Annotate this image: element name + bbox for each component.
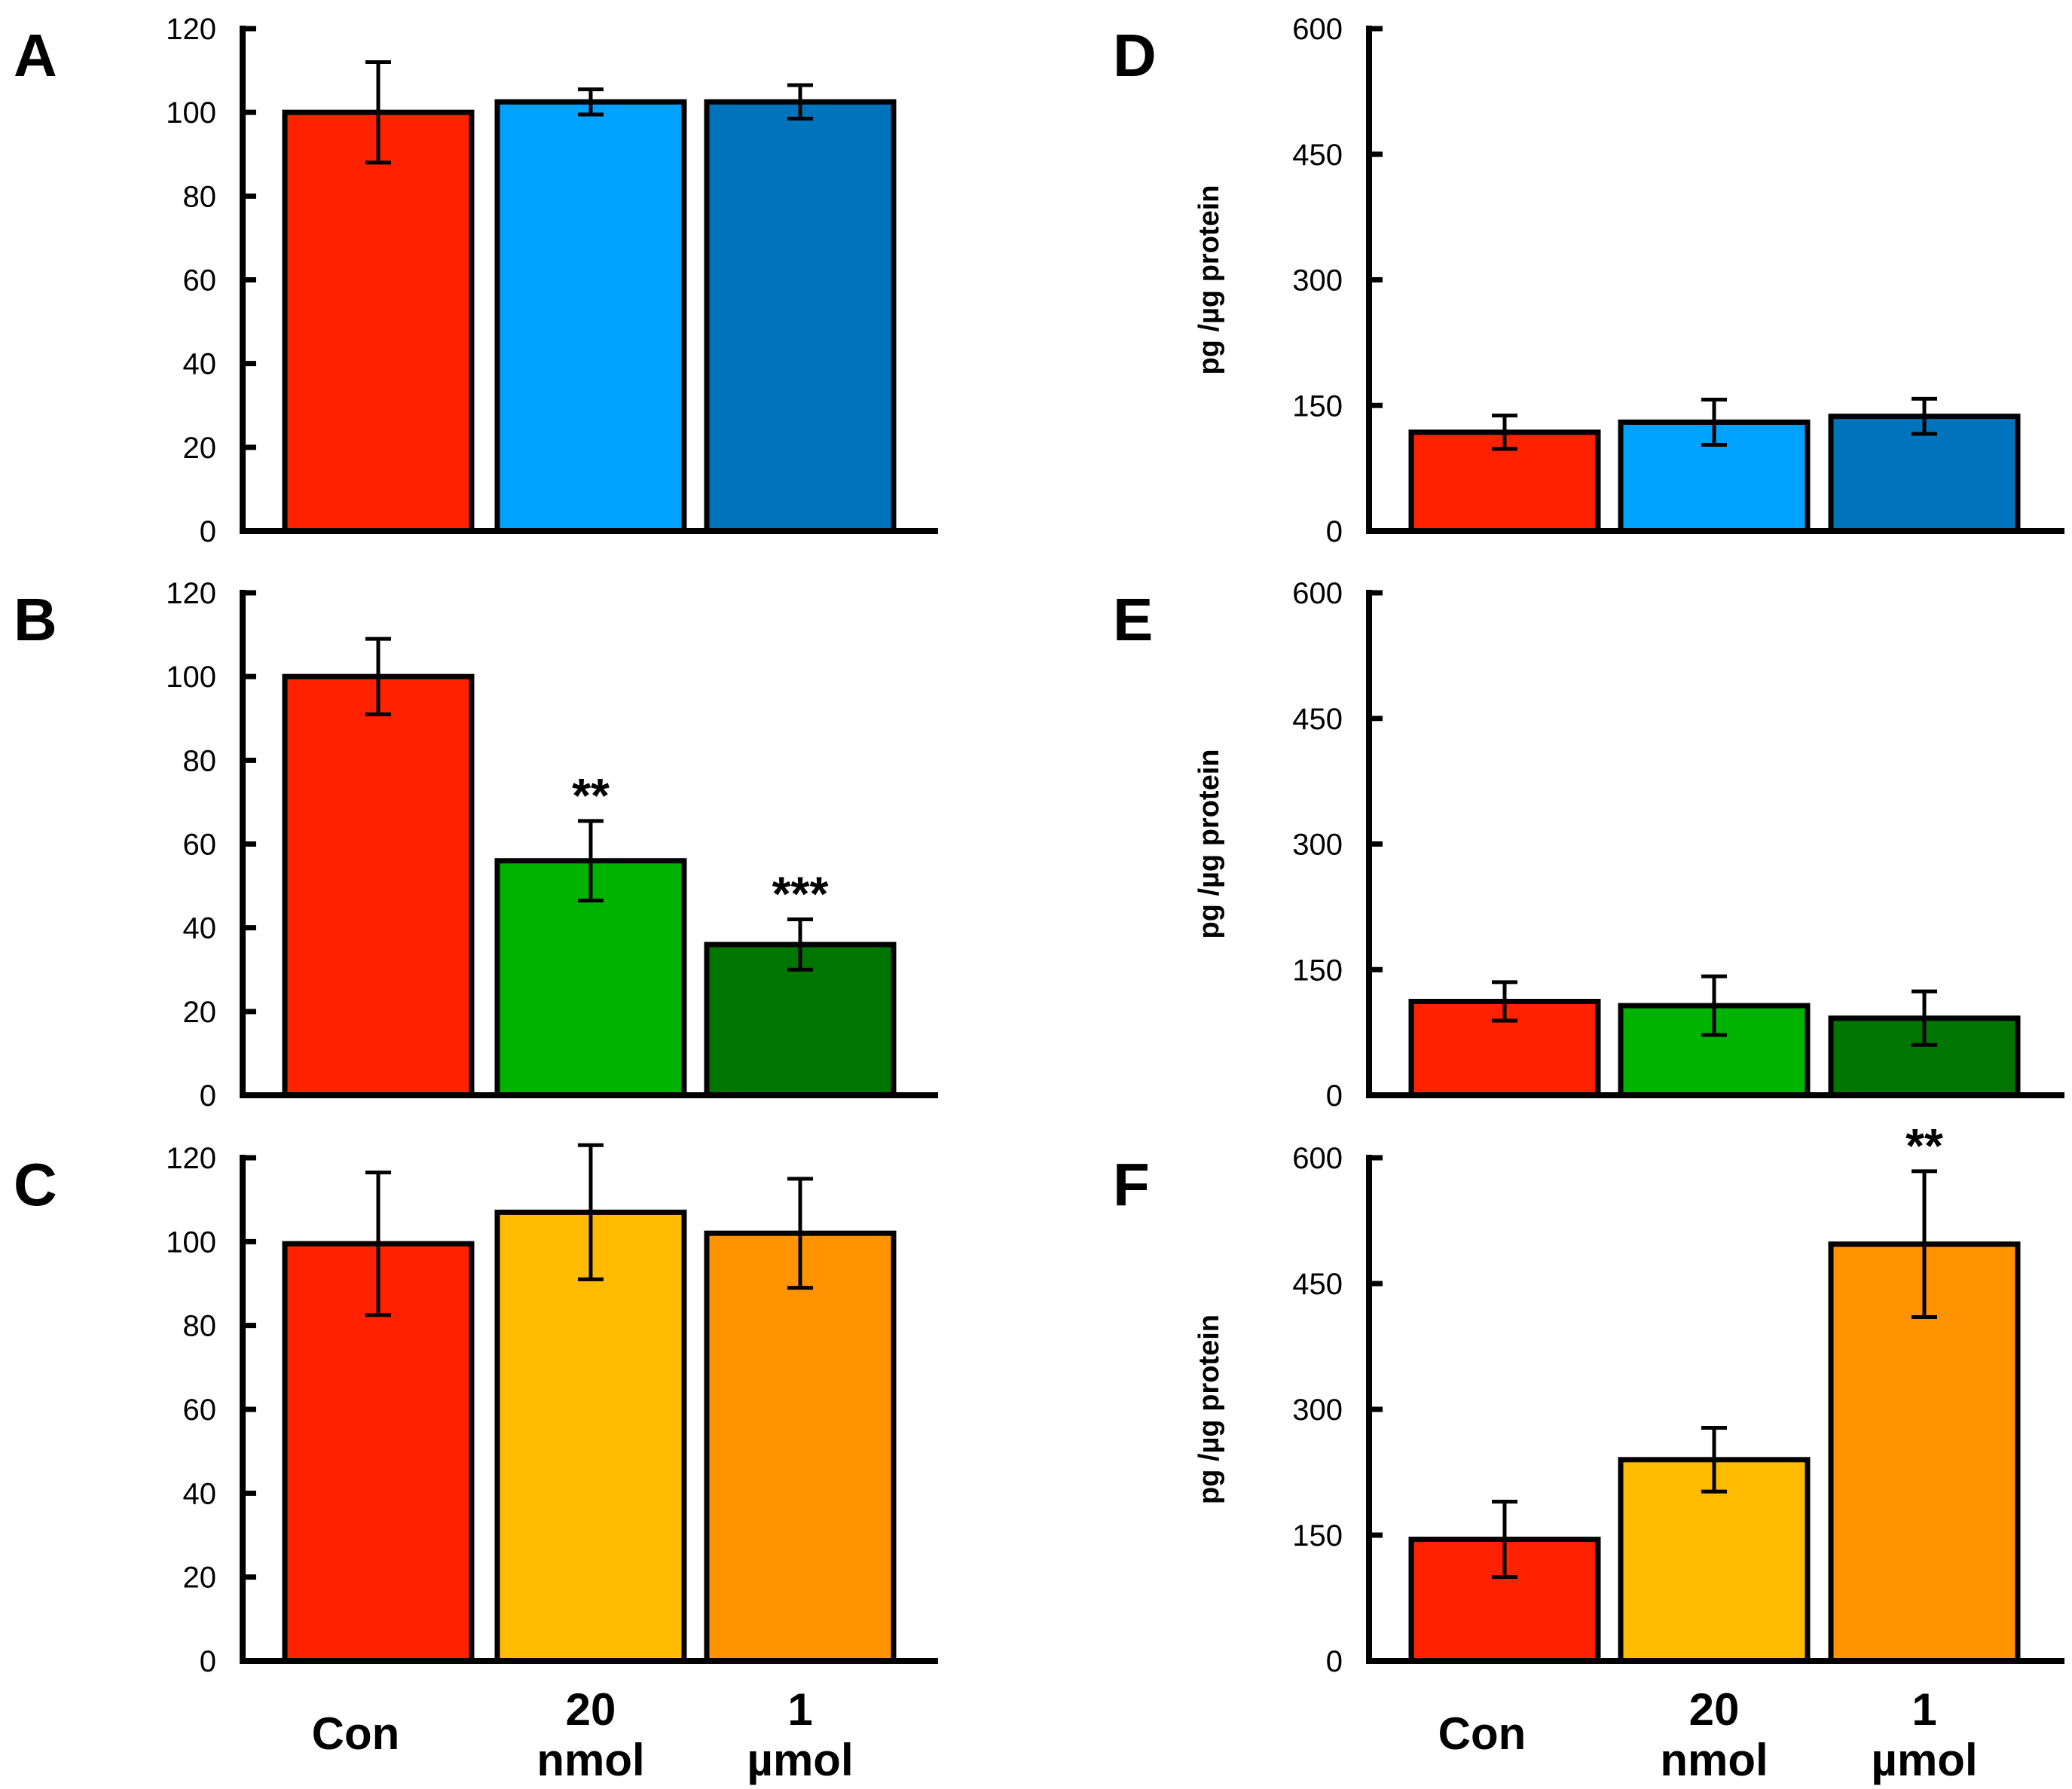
panel-f-letter: F bbox=[1113, 1151, 1150, 1218]
panel-a-ytick-label: 0 bbox=[200, 515, 216, 548]
panel-d-ytick-label: 300 bbox=[1292, 264, 1343, 298]
panel-a-ytick-label: 40 bbox=[183, 348, 217, 381]
panel-c-ytick-label: 100 bbox=[166, 1226, 216, 1259]
panel-a-ytick-label: 60 bbox=[183, 264, 217, 298]
x-label-right-1-line2: Con bbox=[1438, 1708, 1526, 1759]
panel-d-ytick-label: 600 bbox=[1292, 13, 1343, 46]
panel-f-ytick-label: 300 bbox=[1292, 1394, 1343, 1427]
panel-b-ytick-label: 0 bbox=[200, 1079, 216, 1113]
panel-e-ytick-label: 450 bbox=[1292, 703, 1343, 736]
panel-f-ytick-label: 0 bbox=[1326, 1645, 1343, 1678]
panel-b-ytick-label: 60 bbox=[183, 829, 217, 862]
panel-c-bar-3 bbox=[704, 1230, 897, 1664]
panel-e-ytick-label: 150 bbox=[1292, 954, 1343, 987]
panel-d: D 0 150 300 450 600 pg /µg protein bbox=[1113, 13, 2064, 548]
x-label-right-3-line1: 1 bbox=[1912, 1684, 1936, 1735]
panel-b-significance-2: ** bbox=[572, 768, 610, 823]
x-label-left-2-line2: nmol bbox=[536, 1735, 644, 1785]
panel-c-ytick-label: 80 bbox=[183, 1310, 217, 1343]
panel-a: A 0 20 40 60 80 100 120 bbox=[14, 13, 938, 548]
x-label-left-1-line2: Con bbox=[312, 1708, 400, 1759]
panel-c-ytick-label: 20 bbox=[183, 1562, 217, 1595]
panel-b-ytick-label: 100 bbox=[166, 661, 216, 694]
x-label-left-3-line1: 1 bbox=[787, 1684, 812, 1735]
x-label-right-2-line1: 20 bbox=[1689, 1684, 1740, 1735]
panel-c-bar-2 bbox=[494, 1209, 687, 1664]
panel-f-significance-3: ** bbox=[1905, 1119, 1943, 1173]
panel-a-ytick-label: 80 bbox=[183, 180, 217, 213]
panel-c-ytick-label: 60 bbox=[183, 1394, 217, 1427]
panel-c-ytick-label: 40 bbox=[183, 1477, 217, 1510]
panel-c-letter: C bbox=[14, 1151, 57, 1218]
panel-a-ytick-label: 20 bbox=[183, 432, 217, 465]
panel-f-ylabel: pg /µg protein bbox=[1193, 1314, 1225, 1504]
panel-b-ytick-label: 40 bbox=[183, 912, 217, 945]
panel-c: C 0 20 40 60 80 100 120 bbox=[14, 1142, 938, 1678]
panel-b-ytick-label: 20 bbox=[183, 996, 217, 1029]
panel-f: F 0 150 300 450 600 pg /µg protein ** bbox=[1113, 1119, 2064, 1678]
panel-f-ytick-label: 450 bbox=[1292, 1268, 1343, 1301]
panel-d-ytick-label: 450 bbox=[1292, 139, 1343, 172]
panel-a-bar-3 bbox=[704, 99, 897, 534]
x-label-right-2-line2: nmol bbox=[1660, 1735, 1768, 1785]
panel-a-bar-1 bbox=[282, 109, 475, 534]
panel-f-ytick-label: 150 bbox=[1292, 1519, 1343, 1552]
panel-b-significance-3: *** bbox=[772, 867, 829, 921]
x-label-left-3-line2: µmol bbox=[747, 1735, 853, 1785]
panel-c-ytick-label: 0 bbox=[200, 1645, 216, 1678]
panel-e-ylabel: pg /µg protein bbox=[1193, 749, 1225, 939]
panel-b-bar-1 bbox=[282, 673, 475, 1098]
panel-e-ytick-label: 300 bbox=[1292, 829, 1343, 862]
panel-e: E 0 150 300 450 600 pg /µg protein bbox=[1113, 577, 2064, 1113]
panel-b-ytick-label: 80 bbox=[183, 744, 217, 777]
panel-d-ylabel: pg /µg protein bbox=[1193, 185, 1225, 375]
panel-e-ytick-label: 0 bbox=[1326, 1079, 1343, 1113]
panel-a-letter: A bbox=[14, 22, 57, 89]
x-label-right-3-line2: µmol bbox=[1871, 1735, 1977, 1785]
panel-f-ytick-label: 600 bbox=[1292, 1142, 1343, 1175]
panel-e-letter: E bbox=[1113, 586, 1153, 653]
panel-c-ytick-label: 120 bbox=[166, 1142, 216, 1175]
panel-d-letter: D bbox=[1113, 22, 1157, 89]
panel-b-letter: B bbox=[14, 586, 57, 653]
panel-d-ytick-label: 150 bbox=[1292, 389, 1343, 423]
panel-a-bar-2 bbox=[494, 99, 687, 534]
panel-d-ytick-label: 0 bbox=[1326, 515, 1343, 548]
panel-a-ytick-label: 100 bbox=[166, 96, 216, 130]
x-label-left-2-line1: 20 bbox=[566, 1684, 616, 1735]
panel-a-ytick-label: 120 bbox=[166, 13, 216, 46]
panel-b-ytick-label: 120 bbox=[166, 577, 216, 610]
panel-e-ytick-label: 600 bbox=[1292, 577, 1343, 610]
